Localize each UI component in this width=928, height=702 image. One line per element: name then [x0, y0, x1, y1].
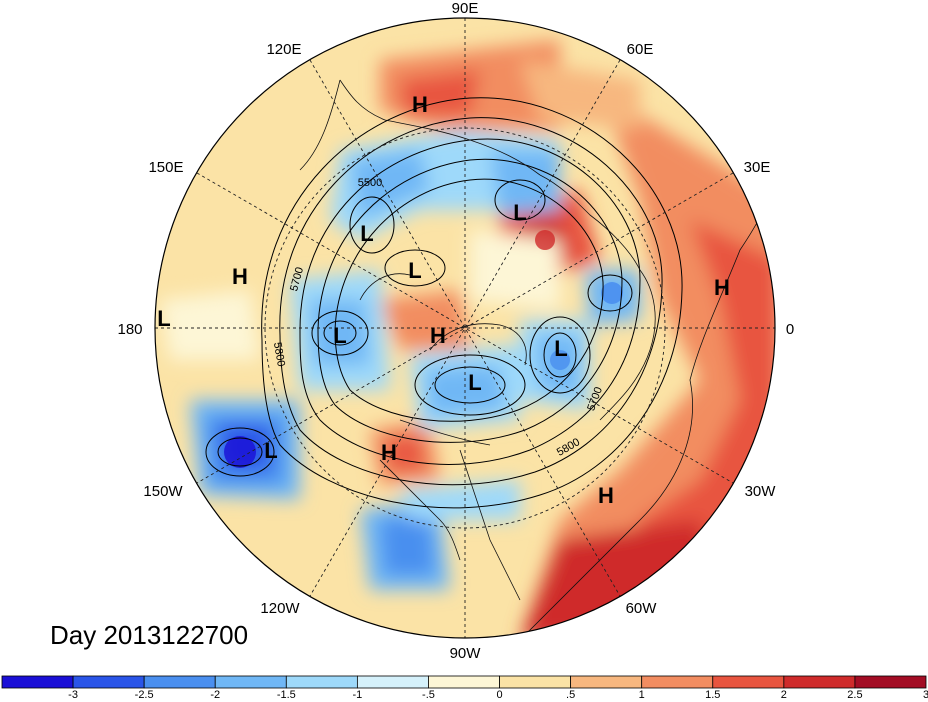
low-pressure-marker: L — [264, 438, 277, 463]
lon-label-120w: 120W — [260, 600, 300, 617]
colorbar-swatch — [143, 675, 216, 689]
colorbar-swatch — [72, 675, 145, 689]
low-pressure-marker: L — [554, 336, 567, 361]
colorbar: -3 -2.5 -2 -1.5 -1 -.5 0 .5 1 1.5 2 2.5 3 — [1, 675, 928, 701]
colorbar-tick-label: 1.5 — [705, 689, 720, 701]
colorbar-tick-label: -2.5 — [135, 689, 154, 701]
low-pressure-marker: L — [360, 221, 373, 246]
lon-label-60w: 60W — [626, 600, 658, 617]
high-pressure-marker: H — [381, 440, 397, 465]
high-pressure-marker: H — [430, 323, 446, 348]
lon-label-60e: 60E — [627, 41, 654, 58]
high-pressure-marker: H — [412, 92, 428, 117]
lon-label-30e: 30E — [744, 159, 771, 176]
lon-label-90e: 90E — [452, 0, 479, 17]
high-pressure-marker: H — [598, 483, 614, 508]
lon-label-0: 0 — [786, 321, 794, 338]
colorbar-swatch — [428, 675, 500, 689]
colorbar-tick-label: 2 — [781, 689, 787, 701]
contour-label: 5500 — [358, 177, 382, 189]
colorbar-swatch — [570, 675, 643, 689]
low-pressure-marker: L — [513, 200, 526, 225]
colorbar-tick-label: 1 — [639, 689, 645, 701]
graticule — [155, 18, 775, 638]
colorbar-tick-label: -.5 — [422, 689, 435, 701]
colorbar-tick-label: 2.5 — [847, 689, 862, 701]
lon-label-30w: 30W — [745, 483, 777, 500]
colorbar-tick-label: -1 — [352, 689, 362, 701]
colorbar-swatch — [214, 675, 287, 689]
low-pressure-marker: L — [157, 306, 170, 331]
colorbar-tick-label: -2 — [210, 689, 220, 701]
lon-label-150e: 150E — [148, 159, 183, 176]
high-pressure-marker: H — [232, 264, 248, 289]
low-pressure-marker: L — [408, 258, 421, 283]
colorbar-swatch — [499, 675, 572, 689]
low-pressure-marker: L — [333, 323, 346, 348]
colorbar-swatch — [641, 675, 714, 689]
lon-label-150w: 150W — [143, 483, 183, 500]
high-pressure-marker: H — [714, 275, 730, 300]
longitude-labels: 90E 60E 30E 0 30W 60W 90W 120W 150W 180 … — [117, 0, 794, 662]
coastlines — [299, 79, 775, 638]
colorbar-tick-label: -3 — [68, 689, 78, 701]
low-pressure-marker: L — [468, 370, 481, 395]
colorbar-swatch — [1, 675, 74, 689]
colorbar-swatch — [285, 675, 358, 689]
lon-label-120e: 120E — [266, 41, 301, 58]
colorbar-swatch — [356, 675, 429, 689]
colorbar-swatch — [783, 675, 856, 689]
colorbar-swatch — [854, 675, 927, 689]
colorbar-tick-label: 3 — [923, 689, 928, 701]
lon-label-180: 180 — [117, 321, 142, 338]
contour-label: 5800 — [271, 341, 287, 367]
colorbar-swatch — [712, 675, 785, 689]
colorbar-tick-label: .5 — [566, 689, 575, 701]
lon-label-90w: 90W — [450, 645, 482, 662]
colorbar-tick-label: -1.5 — [277, 689, 296, 701]
colorbar-tick-label: 0 — [496, 689, 502, 701]
pressure-centers: H L L L H L L L H L H L H H — [157, 92, 730, 508]
map-border — [154, 17, 776, 639]
date-label: Day 2013122700 — [50, 620, 248, 650]
